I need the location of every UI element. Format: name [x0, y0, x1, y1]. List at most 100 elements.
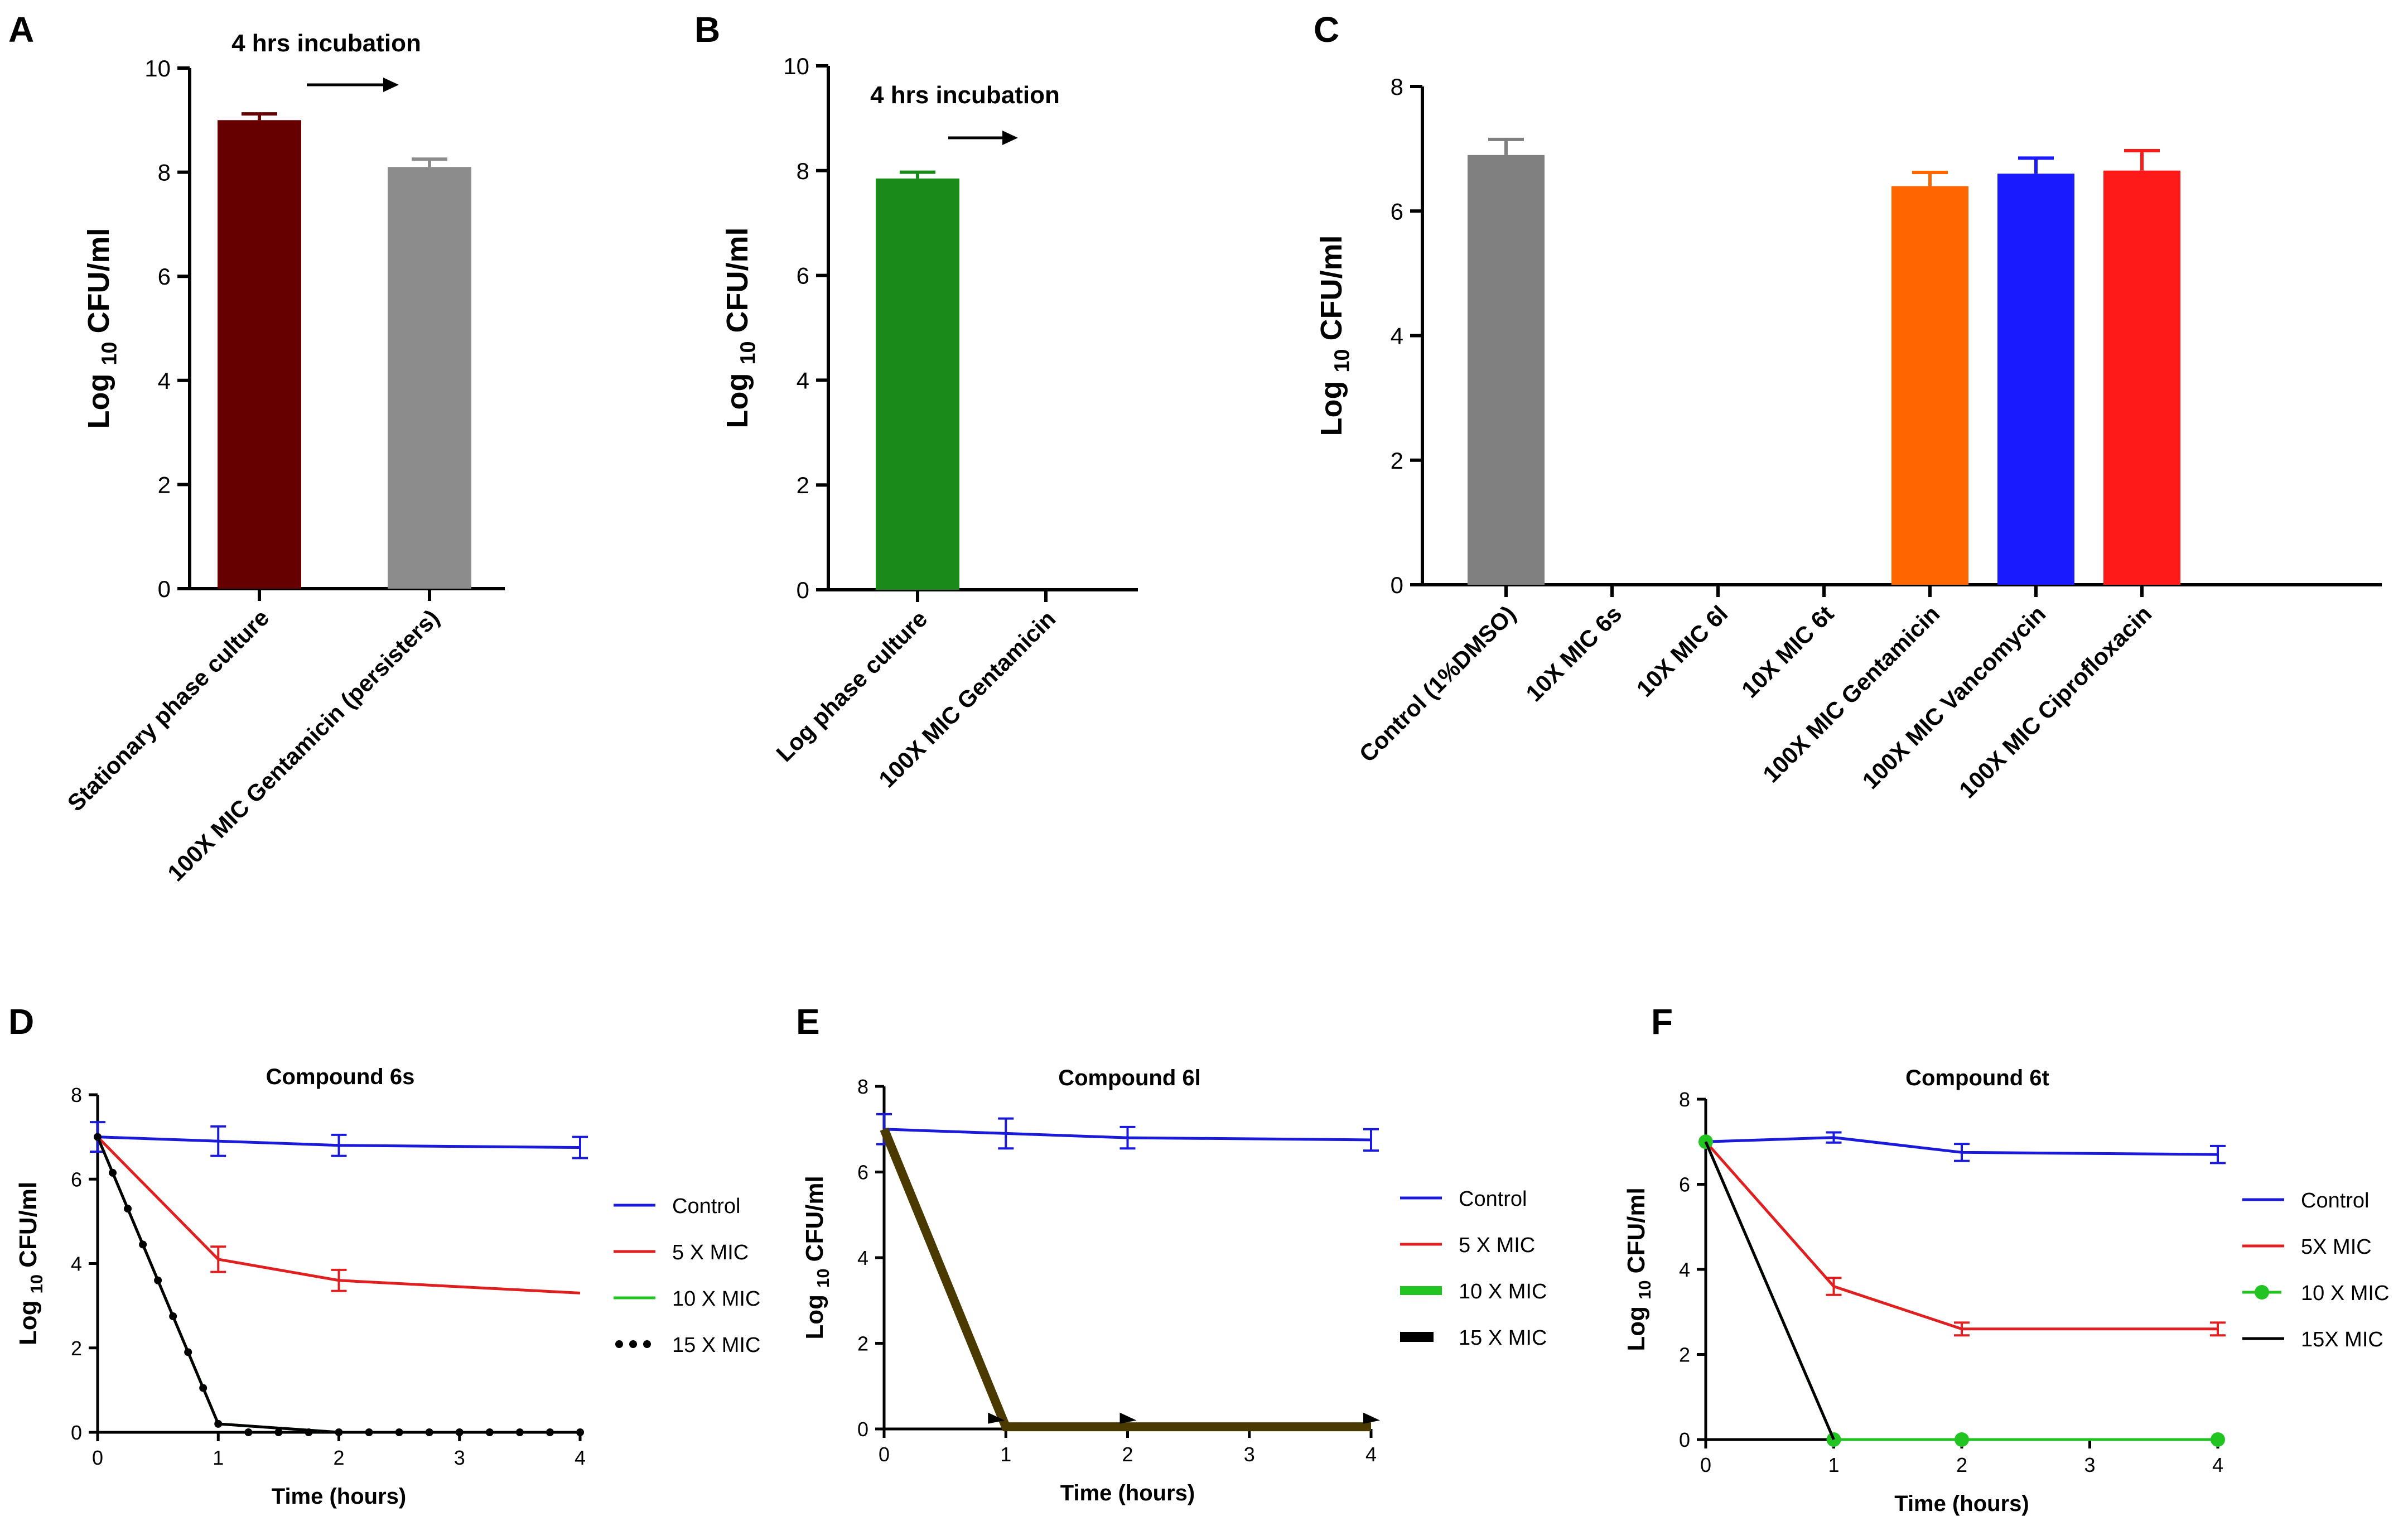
y-tick-label: 8	[797, 158, 809, 184]
y-tick-label: 4	[1391, 323, 1403, 349]
legend-item: 10 X MIC	[1400, 1280, 1547, 1303]
legend-item: 5X MIC	[2242, 1235, 2372, 1259]
point-marker	[485, 1428, 494, 1436]
point-marker	[1119, 1412, 1137, 1424]
y-label-tail: CFU/ml	[1315, 235, 1348, 349]
series-line	[96, 1135, 581, 1294]
series-line	[884, 1128, 1372, 1142]
series-5x-mic	[1705, 1140, 2226, 1337]
series-line	[880, 1128, 1371, 1431]
point-marker	[109, 1168, 117, 1177]
point-marker	[244, 1428, 253, 1436]
panel-label: E	[796, 1002, 820, 1042]
point-marker	[274, 1428, 283, 1436]
y-tick-label: 2	[857, 1332, 868, 1355]
series-line	[880, 1127, 1371, 1432]
y-tick-label: 2	[71, 1337, 82, 1360]
bar	[1891, 186, 1968, 585]
legend-label: 10 X MIC	[1459, 1280, 1547, 1303]
y-label-tail: CFU/ml	[15, 1182, 42, 1274]
legend-marker	[629, 1340, 637, 1348]
point-marker	[2211, 1432, 2225, 1447]
y-tick-label: 6	[158, 263, 171, 290]
x-tick-label: 4	[575, 1446, 586, 1469]
category-label: 100X MIC Gentamicin (persisters)	[162, 604, 444, 886]
point-marker	[395, 1428, 403, 1436]
series-10-x-mic	[880, 1128, 1371, 1431]
chart-title: Compound 6s	[266, 1065, 415, 1089]
y-tick-label: 8	[1391, 74, 1403, 100]
bar	[2103, 170, 2180, 585]
y-axis-label: Log 10 CFU/ml	[721, 227, 760, 428]
series-15-x-mic	[94, 1133, 584, 1436]
series-line	[1704, 1141, 2218, 1441]
category-label: Control (1%DMSO)	[1354, 600, 1521, 767]
y-tick-label: 6	[857, 1161, 868, 1184]
y-tick-label: 10	[144, 55, 171, 81]
y-tick-label: 6	[1391, 198, 1403, 224]
y-tick-label: 8	[71, 1084, 82, 1106]
category-label: Stationary phase culture	[62, 604, 274, 816]
legend-item: 10 X MIC	[2242, 1282, 2389, 1305]
point-marker	[184, 1348, 192, 1356]
point-marker	[94, 1133, 102, 1141]
legend-label: 15X MIC	[2301, 1328, 2383, 1351]
legend-item: 15 X MIC	[615, 1334, 760, 1357]
legend-label: 5 X MIC	[1459, 1234, 1535, 1257]
legend-item: Control	[1400, 1187, 1527, 1211]
y-label-main: Log	[1315, 373, 1348, 436]
point-marker	[515, 1428, 524, 1436]
x-tick-label: 3	[454, 1446, 465, 1469]
legend-label: 10 X MIC	[672, 1287, 760, 1311]
point-marker	[1363, 1412, 1380, 1424]
x-axis-label: Time (hours)	[272, 1484, 407, 1509]
y-tick-label: 0	[71, 1421, 82, 1444]
legend-label: Control	[1459, 1187, 1527, 1211]
y-axis-label: Log 10 CFU/ml	[1315, 235, 1354, 436]
series-control	[876, 1113, 1379, 1152]
arrow-head	[383, 78, 399, 92]
series-5-x-mic	[96, 1135, 581, 1294]
point-marker	[139, 1240, 147, 1249]
y-tick-label: 4	[857, 1247, 868, 1269]
x-tick-label: 1	[1828, 1454, 1839, 1476]
y-axis-label: Log 10 CFU/ml	[1623, 1187, 1654, 1351]
y-axis-label-text: Log 10 CFU/ml	[1315, 235, 1354, 436]
point-marker	[365, 1428, 373, 1436]
point-marker	[154, 1276, 162, 1284]
category-label: 10X MIC 6l	[1632, 600, 1733, 702]
point-marker	[199, 1384, 207, 1392]
y-label-main: Log	[801, 1288, 828, 1340]
series-line	[1705, 1140, 2218, 1331]
legend-label: 15 X MIC	[1459, 1326, 1547, 1350]
y-label-main: Log	[1623, 1300, 1650, 1351]
point-marker	[335, 1428, 343, 1436]
legend-item: 15 X MIC	[1400, 1326, 1547, 1350]
y-label-tail: CFU/ml	[721, 227, 754, 341]
series-control	[1705, 1131, 2226, 1164]
x-tick-label: 2	[333, 1446, 344, 1469]
y-tick-label: 0	[797, 577, 809, 603]
legend-item: Control	[614, 1195, 741, 1218]
legend-label: 15 X MIC	[672, 1334, 760, 1357]
y-axis-label: Log 10 CFU/ml	[15, 1182, 46, 1345]
x-tick-label: 2	[1956, 1454, 1967, 1476]
x-tick-label: 0	[879, 1443, 890, 1466]
series-line	[882, 1128, 1371, 1428]
point-marker	[214, 1419, 223, 1428]
y-tick-label: 2	[1679, 1344, 1690, 1366]
y-tick-label: 6	[1679, 1173, 1690, 1196]
y-tick-label: 0	[1391, 572, 1403, 598]
legend-item: 10 X MIC	[614, 1287, 760, 1311]
bar	[1997, 174, 2074, 585]
point-marker	[1955, 1432, 1969, 1447]
bar	[1468, 155, 1545, 585]
y-label-subscript: 10	[737, 341, 760, 365]
category-label: 100X MIC Vancomycin	[1857, 600, 2051, 794]
y-tick-label: 4	[71, 1253, 82, 1276]
point-marker	[425, 1428, 433, 1436]
y-tick-label: 0	[1679, 1428, 1690, 1451]
y-label-subscript: 10	[1635, 1281, 1654, 1300]
bar	[218, 120, 301, 589]
